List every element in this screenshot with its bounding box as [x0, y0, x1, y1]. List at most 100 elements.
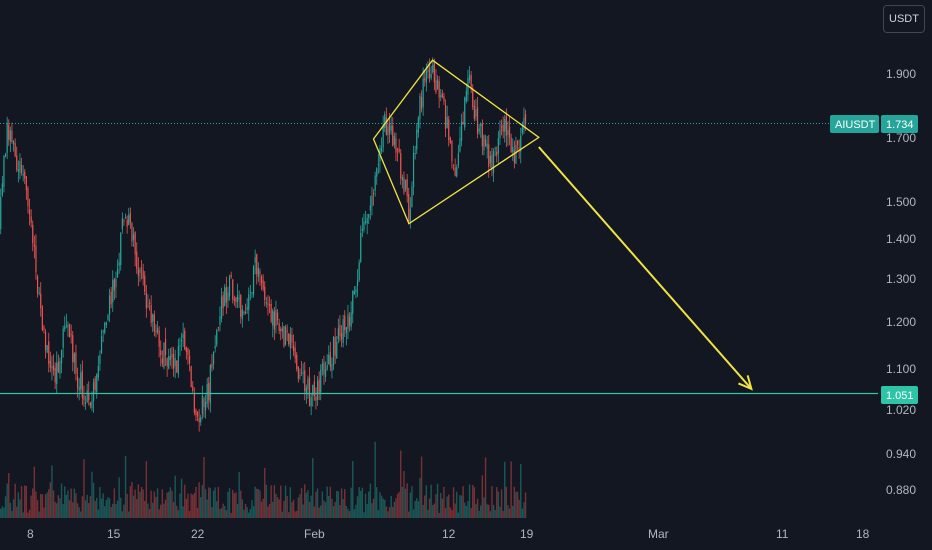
volume-bar	[139, 491, 141, 518]
volume-bar	[462, 486, 464, 518]
volume-bar	[331, 498, 333, 518]
candle-body	[408, 193, 410, 222]
projection-arrow-head	[738, 375, 753, 391]
y-tick-label: 1.020	[886, 403, 916, 417]
candle-body	[254, 257, 256, 263]
volume-bar	[483, 497, 485, 518]
volume-bar	[256, 488, 258, 518]
volume-bar	[33, 466, 36, 518]
candle-body	[187, 348, 189, 355]
volume-bar	[368, 491, 370, 518]
candle-body	[150, 305, 152, 323]
candle-body	[4, 153, 7, 157]
volume-bar	[19, 499, 21, 518]
candle-body	[220, 296, 223, 319]
price-axis[interactable]: 1.900 1.700 1.500 1.400 1.300 1.200 1.10…	[886, 67, 916, 497]
candle-body	[70, 334, 72, 336]
volume-bar	[281, 511, 284, 518]
volume-bar	[64, 486, 66, 518]
volume-bar	[244, 503, 247, 518]
candle-body	[324, 369, 327, 378]
candle-body	[22, 173, 24, 176]
volume-bar	[1, 506, 4, 518]
candle-body	[403, 177, 405, 193]
volume-bar	[355, 504, 357, 518]
volume-bar	[323, 500, 325, 518]
candle-body	[27, 188, 29, 207]
volume-bar	[440, 492, 442, 518]
candle-body	[492, 151, 495, 173]
candle-body	[24, 171, 26, 179]
candle-body	[76, 376, 79, 388]
candle-body	[177, 346, 179, 375]
y-tick-label: 1.500	[886, 195, 916, 209]
volume-bar	[150, 490, 152, 518]
volume-bar	[180, 478, 183, 518]
candle-body	[118, 261, 120, 266]
candle-body	[323, 362, 325, 375]
candle-body	[238, 298, 240, 300]
volume-bar	[227, 491, 229, 518]
candle-body	[376, 168, 378, 177]
candle-body	[336, 341, 338, 359]
candle-body	[236, 295, 239, 302]
candle-body	[227, 292, 229, 301]
candle-body	[249, 291, 251, 293]
candle-body	[110, 291, 112, 305]
volume-bar	[126, 493, 128, 518]
x-tick-label: Mar	[648, 527, 669, 541]
volume-bar	[160, 504, 162, 518]
volume-bar	[57, 495, 60, 518]
volume-bar	[158, 509, 160, 518]
volume-bar	[438, 512, 440, 518]
volume-bar	[401, 486, 404, 518]
volume-bar	[430, 484, 432, 518]
volume-bar	[166, 492, 168, 518]
volume-bar	[369, 483, 372, 518]
time-axis[interactable]: 8 15 22 Feb 12 19 Mar 11 18	[27, 527, 870, 541]
volume-bar	[153, 491, 156, 518]
candle-body	[99, 355, 101, 364]
candle-body	[416, 129, 418, 150]
volume-bar	[192, 494, 194, 518]
currency-selector-button[interactable]: USDT	[883, 5, 925, 33]
volume-bar	[518, 499, 520, 518]
candle-body	[326, 364, 328, 370]
candle-body	[190, 366, 192, 387]
volume-bar	[446, 496, 448, 518]
volume-bar	[523, 502, 525, 518]
volume-bar	[6, 483, 8, 518]
volume-bar	[488, 504, 490, 518]
candle-body	[406, 178, 408, 196]
candle-body	[478, 128, 480, 132]
candle-body	[427, 69, 429, 72]
candle-body	[417, 118, 419, 133]
candle-body	[312, 384, 314, 396]
volume-bar	[387, 511, 389, 518]
candle-body	[166, 358, 168, 366]
volume-bar	[40, 493, 42, 518]
volume-bar	[456, 491, 458, 518]
volume-bar	[512, 505, 514, 518]
candle-body	[233, 298, 235, 301]
candle-body	[147, 305, 149, 307]
candle-body	[384, 114, 386, 129]
volume-bar	[65, 494, 68, 518]
volume-bar	[188, 510, 191, 518]
candle-body	[512, 146, 514, 153]
candle-body	[126, 219, 128, 227]
volume-bar	[185, 498, 188, 518]
candle-body	[352, 290, 354, 314]
volume-bar	[384, 499, 386, 518]
candle-body	[372, 193, 375, 195]
candle-body	[185, 347, 187, 352]
candle-body	[289, 334, 291, 349]
volume-bar	[4, 496, 7, 518]
volume-bar	[510, 461, 512, 518]
volume-bar	[332, 505, 335, 518]
volume-bar	[280, 485, 282, 518]
volume-bar	[91, 471, 93, 518]
x-tick-label: 19	[520, 527, 534, 541]
volume-bar	[83, 459, 85, 518]
